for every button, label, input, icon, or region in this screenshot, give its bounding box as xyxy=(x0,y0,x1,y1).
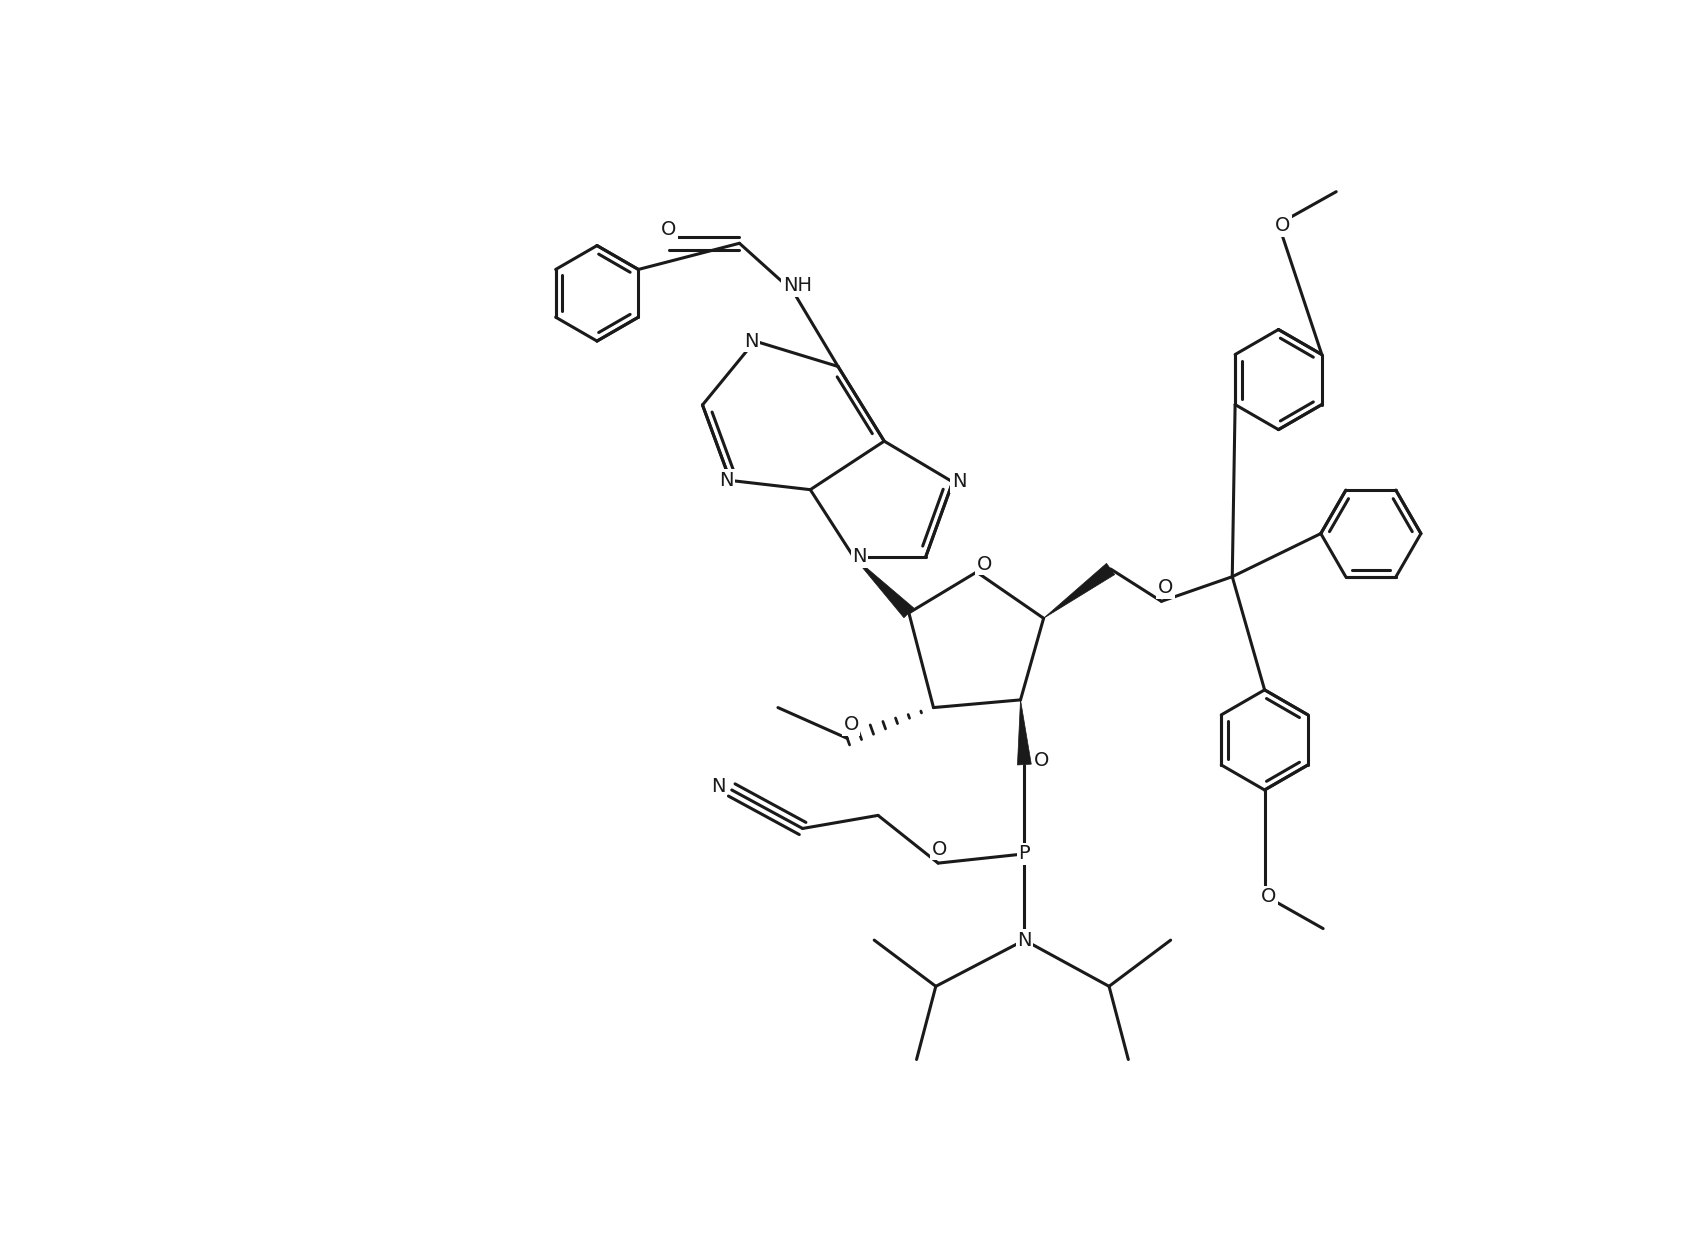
Text: O: O xyxy=(977,555,992,574)
Text: O: O xyxy=(1158,578,1173,597)
Text: O: O xyxy=(1261,888,1277,906)
Text: O: O xyxy=(660,220,676,239)
Text: N: N xyxy=(1017,931,1031,950)
Text: NH: NH xyxy=(782,276,811,295)
Text: N: N xyxy=(720,470,733,490)
Polygon shape xyxy=(853,557,914,618)
Text: N: N xyxy=(743,332,758,350)
Text: N: N xyxy=(711,776,725,796)
Text: N: N xyxy=(852,547,867,566)
Text: O: O xyxy=(843,716,858,734)
Text: O: O xyxy=(1034,751,1050,770)
Text: O: O xyxy=(931,839,948,859)
Polygon shape xyxy=(1043,563,1114,618)
Text: O: O xyxy=(1275,217,1290,235)
Text: P: P xyxy=(1019,844,1029,863)
Text: N: N xyxy=(951,473,967,491)
Polygon shape xyxy=(1017,699,1031,765)
